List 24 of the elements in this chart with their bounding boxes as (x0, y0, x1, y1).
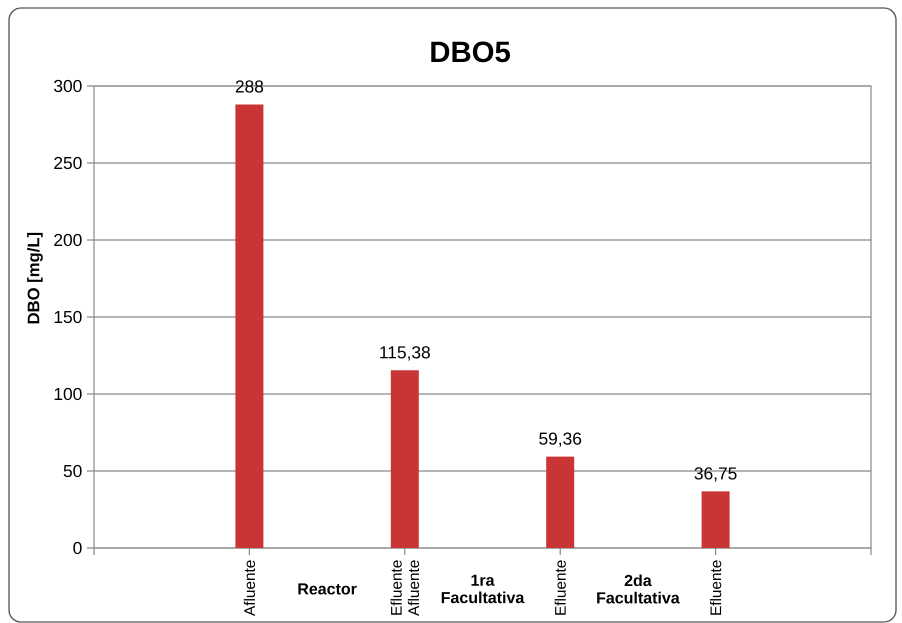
x-tick-label: Afluente (244, 560, 256, 616)
y-tick-label: 50 (64, 464, 82, 478)
bar (546, 456, 574, 548)
bar (390, 370, 419, 548)
y-tick-label: 300 (54, 80, 82, 92)
text: Reactor (298, 583, 357, 595)
data-label: 288 (236, 80, 264, 93)
data-label: 36,75 (694, 467, 737, 482)
text: 2da Facultativa (597, 574, 680, 604)
data-label: 59,36 (539, 432, 582, 447)
chart-title: DBO5 (431, 41, 510, 62)
data-label: 115,38 (380, 346, 430, 361)
y-tick-label: 100 (54, 388, 82, 400)
text: 1ra Facultativa (442, 574, 524, 604)
y-axis-title: DBO [mg/L] (27, 232, 43, 324)
bar (235, 104, 264, 548)
y-tick-label: 0 (73, 542, 82, 554)
y-tick-label: 250 (54, 156, 82, 170)
x-tick-label: Efluente (710, 560, 722, 615)
x-tick-label: Efluente (554, 560, 566, 615)
bar (702, 491, 730, 548)
y-tick-label: 150 (54, 310, 82, 324)
y-tick-label: 200 (54, 234, 82, 246)
x-tick-label: Efluente Afluente (390, 560, 420, 616)
